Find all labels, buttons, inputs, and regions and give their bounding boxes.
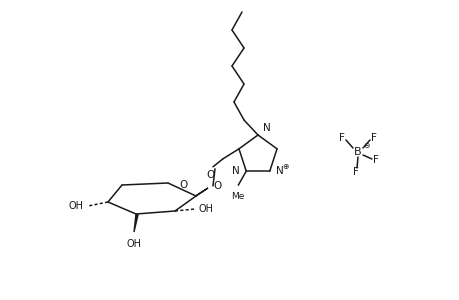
Polygon shape xyxy=(134,214,138,232)
Text: N: N xyxy=(275,166,283,176)
Text: OH: OH xyxy=(199,204,213,214)
Text: OH: OH xyxy=(69,201,84,211)
Text: O: O xyxy=(213,181,221,191)
Text: O: O xyxy=(179,179,188,190)
Text: N: N xyxy=(232,166,240,176)
Text: OH: OH xyxy=(126,239,141,249)
Text: Me: Me xyxy=(231,192,244,201)
Text: O: O xyxy=(207,170,215,180)
Text: ⊖: ⊖ xyxy=(362,140,369,149)
Text: F: F xyxy=(338,133,344,143)
Text: B: B xyxy=(353,147,361,157)
Text: F: F xyxy=(353,167,358,177)
Text: N: N xyxy=(263,123,270,133)
Text: ⊕: ⊕ xyxy=(282,162,289,171)
Polygon shape xyxy=(196,188,207,196)
Text: F: F xyxy=(372,155,378,165)
Text: F: F xyxy=(370,133,376,143)
